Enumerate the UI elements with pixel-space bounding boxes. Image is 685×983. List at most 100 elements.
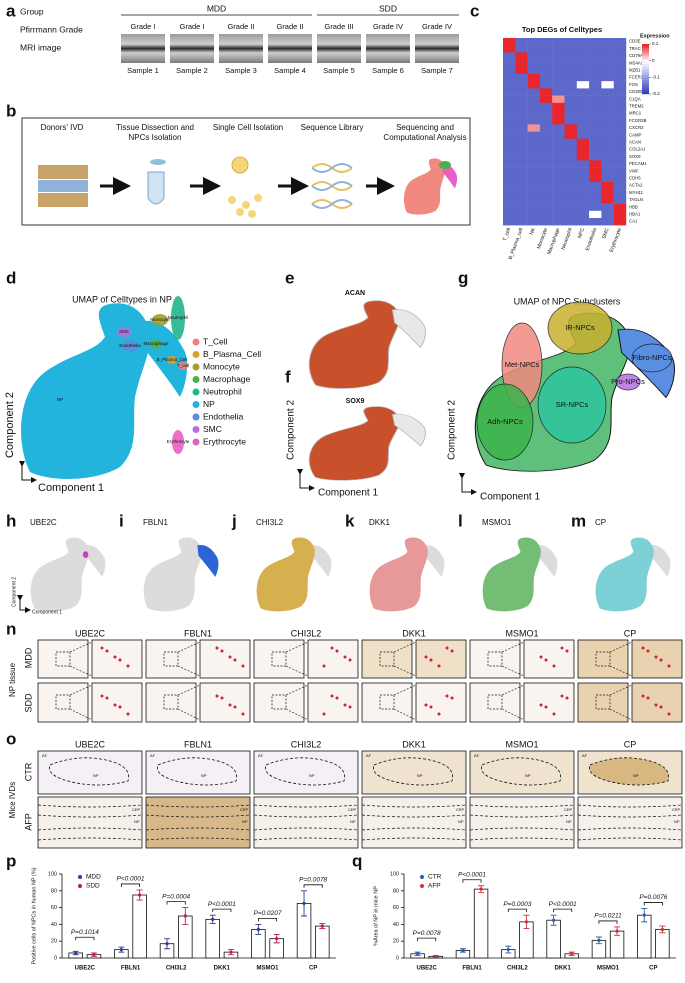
significance-bracket — [212, 908, 232, 913]
heatmap-cell — [527, 38, 541, 46]
heatmap-cell — [552, 88, 565, 96]
heatmap-cell — [503, 95, 516, 103]
heatmap-cell — [613, 110, 627, 118]
scalpel-icon — [150, 159, 166, 165]
stain-dot — [445, 646, 449, 650]
heatmap-cell — [552, 131, 565, 139]
heatmap-cell — [564, 189, 577, 197]
umap — [143, 537, 219, 612]
heatmap-cell — [552, 153, 565, 161]
legend-label: T_Cell — [203, 336, 228, 346]
heatmap-cell — [601, 88, 614, 96]
label: Grade I — [179, 22, 204, 31]
heatmap-cell — [515, 66, 528, 75]
axis-label: %Area of NP in mice NP — [373, 886, 379, 946]
heatmap-cell — [576, 88, 590, 96]
heatmap-cell — [576, 189, 590, 197]
heatmap-cell — [576, 38, 590, 46]
legend-dot — [78, 875, 82, 879]
data-point — [302, 901, 306, 906]
stain-dot — [641, 646, 645, 650]
region-label: NP — [633, 773, 639, 778]
zoom-lines — [393, 684, 417, 721]
mri-image — [415, 34, 459, 63]
legend-swatch — [642, 86, 649, 89]
heatmap-cell — [589, 74, 602, 82]
dna-icon — [311, 181, 353, 191]
np-outline — [157, 757, 237, 786]
heatmap-cell — [503, 38, 516, 46]
stain-dot — [544, 658, 548, 662]
stain-dot — [659, 658, 663, 662]
heatmap-cell — [503, 196, 516, 204]
umap-arm — [442, 164, 458, 189]
region-label: NP — [134, 819, 140, 824]
data-point — [570, 952, 574, 956]
stain-dot — [560, 646, 564, 650]
x-tick-label: MSMO1 — [256, 966, 279, 972]
stain-dot — [560, 694, 564, 698]
axis-label: Component 1 — [38, 482, 104, 494]
stain-dot — [118, 658, 122, 662]
ivd-image — [145, 796, 251, 849]
heatmap-cell — [503, 124, 516, 132]
tissue-image — [469, 639, 521, 679]
heatmap-cell — [552, 167, 565, 175]
ivd-image — [577, 796, 683, 849]
heatmap-cell — [601, 52, 614, 60]
legend-swatch — [642, 56, 649, 59]
subcluster-label: SR-NPCs — [556, 400, 589, 409]
stain-dot — [445, 694, 449, 698]
x-tick-label: FBLN1 — [462, 966, 482, 972]
cluster-label: Neutrophil — [168, 315, 189, 320]
umap-arm — [84, 544, 106, 577]
tissue-image — [145, 682, 197, 723]
stain-dot — [118, 705, 122, 709]
layer-outline — [361, 804, 467, 808]
heatmap-cell — [564, 117, 577, 125]
significance-bracket — [120, 883, 141, 887]
heatmap-cell — [564, 203, 577, 211]
gene-label: COL2A1 — [629, 147, 646, 152]
subcluster-label: Pro-NPCs — [611, 377, 645, 386]
p-value: P=0.0211 — [594, 913, 622, 920]
heatmap-cell — [576, 131, 590, 139]
heatmap-cell — [503, 218, 516, 226]
panel-letter: k — [345, 511, 355, 530]
heatmap-cell — [527, 131, 541, 139]
zoom-lines — [501, 641, 525, 677]
tissue-image — [145, 639, 197, 679]
axis-arrow — [459, 473, 477, 495]
tissue-zoom — [631, 682, 683, 723]
layer-outline — [253, 837, 359, 841]
heatmap-cell — [576, 81, 590, 89]
heatmap-cell — [589, 160, 602, 168]
heatmap-cell — [613, 95, 627, 103]
region-label: CEP — [564, 807, 573, 812]
stain-dot — [126, 712, 130, 716]
subcluster — [547, 301, 613, 355]
heatmap-cell — [613, 52, 627, 60]
cluster — [178, 362, 188, 370]
legend-tick-label: 0.1 — [652, 41, 659, 46]
data-point — [642, 913, 646, 917]
x-tick-label: FBLN1 — [121, 966, 141, 972]
heatmap-cell — [601, 66, 614, 75]
legend-swatch — [642, 60, 649, 63]
umap-body — [308, 406, 401, 481]
label: Grade IV — [373, 22, 403, 31]
layer-outline — [253, 827, 359, 831]
layer-outline — [253, 814, 359, 818]
mri-image — [317, 34, 361, 63]
tissue-zoom — [631, 639, 683, 679]
zoom-lines — [177, 641, 201, 677]
heatmap-cell — [613, 81, 627, 89]
bar — [205, 918, 220, 959]
heatmap-cell — [601, 196, 614, 204]
zoom-lines — [285, 641, 309, 677]
heatmap-cell — [552, 38, 565, 46]
heatmap-cell — [503, 189, 516, 197]
heatmap-cell — [527, 45, 541, 53]
region-label: NP — [93, 773, 99, 778]
x-tick-label: UBE2C — [416, 966, 437, 972]
